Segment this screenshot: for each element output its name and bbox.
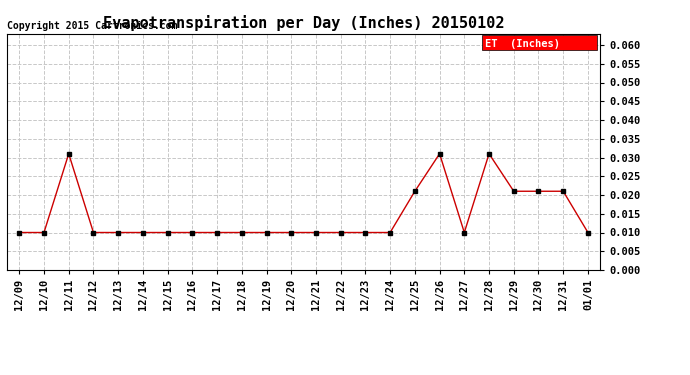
Title: Evapotranspiration per Day (Inches) 20150102: Evapotranspiration per Day (Inches) 2015… [103,15,504,31]
Text: Copyright 2015 Cartronics.com: Copyright 2015 Cartronics.com [8,21,178,32]
Text: ET  (Inches): ET (Inches) [484,39,560,49]
FancyBboxPatch shape [482,35,598,50]
